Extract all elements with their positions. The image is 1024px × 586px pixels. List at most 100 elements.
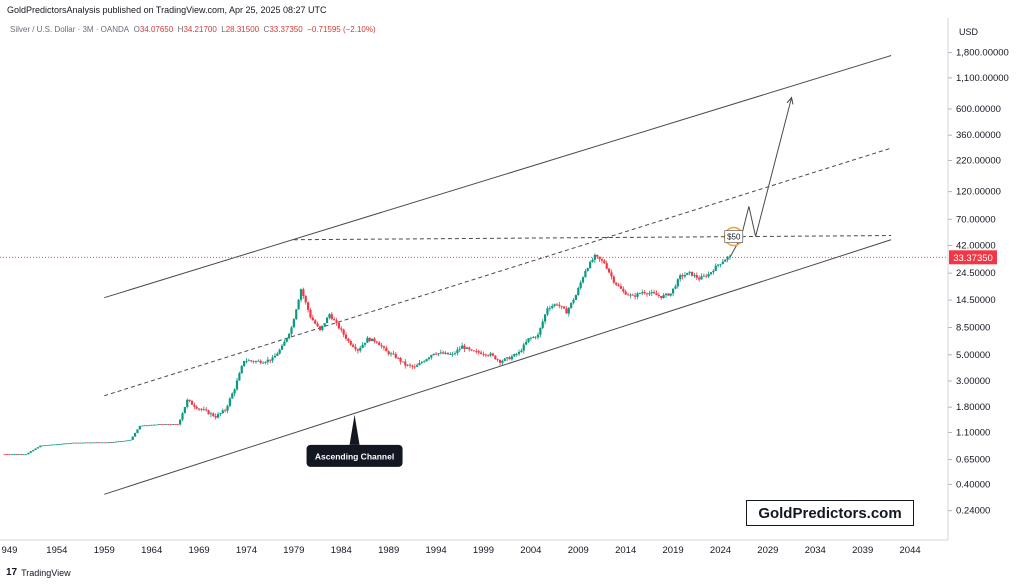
candle-body[interactable] (536, 334, 540, 338)
candle-body[interactable] (34, 448, 37, 450)
candle-body[interactable] (375, 341, 378, 343)
candle-body[interactable] (179, 419, 182, 425)
candle-body[interactable] (565, 308, 568, 314)
candle-body[interactable] (148, 425, 151, 426)
candle-body[interactable] (667, 293, 670, 296)
candle-body[interactable] (124, 440, 127, 442)
candle-body[interactable] (527, 338, 530, 342)
candle-body[interactable] (188, 399, 191, 401)
candle-body[interactable] (648, 293, 651, 295)
tradingview-footer[interactable]: 17 TradingView (6, 567, 71, 578)
channel-callout-box[interactable] (306, 444, 403, 467)
candle-body[interactable] (136, 429, 139, 433)
candle-body[interactable] (43, 445, 47, 447)
candle-body[interactable] (304, 296, 307, 303)
candle-body[interactable] (491, 353, 495, 356)
candle-body[interactable] (77, 442, 80, 444)
target-label-box[interactable] (724, 230, 744, 243)
candle-body[interactable] (394, 354, 397, 358)
candle-body[interactable] (662, 295, 665, 299)
candle-body[interactable] (641, 292, 644, 294)
candle-body[interactable] (404, 361, 407, 366)
candle-body[interactable] (273, 355, 277, 358)
candle-body[interactable] (318, 326, 322, 330)
candle-body[interactable] (36, 447, 40, 449)
candle-body[interactable] (323, 323, 326, 326)
candle-body[interactable] (297, 299, 300, 310)
candle-body[interactable] (266, 359, 269, 363)
candle-body[interactable] (707, 274, 710, 277)
candle-body[interactable] (330, 314, 333, 320)
candle-body[interactable] (112, 442, 115, 443)
candle-body[interactable] (195, 406, 198, 409)
candle-body[interactable] (517, 351, 521, 355)
candle-body[interactable] (186, 399, 189, 407)
candle-body[interactable] (276, 353, 279, 356)
candle-body[interactable] (167, 424, 170, 425)
candle-body[interactable] (480, 352, 483, 355)
currency-label[interactable]: USD (959, 27, 979, 37)
candle-body[interactable] (245, 360, 248, 362)
candle-body[interactable] (698, 277, 701, 280)
candle-body[interactable] (285, 338, 288, 342)
candle-body[interactable] (389, 353, 393, 355)
candle-body[interactable] (359, 347, 362, 351)
candle-body[interactable] (420, 362, 423, 363)
candle-body[interactable] (719, 263, 722, 265)
forecast-path[interactable] (729, 97, 793, 258)
symbol-name[interactable]: Silver / U.S. Dollar · 3M · OANDA (10, 25, 130, 34)
candle-body[interactable] (610, 272, 613, 277)
candle-body[interactable] (27, 452, 30, 455)
candle-body[interactable] (335, 320, 338, 323)
candle-body[interactable] (200, 408, 203, 410)
candle-body[interactable] (216, 414, 220, 418)
lower-channel-line[interactable] (104, 239, 892, 495)
candle-body[interactable] (6, 454, 9, 456)
candle-body[interactable] (337, 322, 341, 329)
candle-body[interactable] (342, 329, 345, 335)
candle-body[interactable] (48, 444, 51, 446)
candle-body[interactable] (214, 416, 217, 418)
candle-body[interactable] (169, 424, 172, 426)
candle-body[interactable] (299, 289, 303, 300)
candle-body[interactable] (622, 288, 625, 292)
candle-body[interactable] (10, 454, 13, 456)
candle-body[interactable] (235, 380, 239, 390)
candle-body[interactable] (252, 361, 255, 362)
candle-body[interactable] (645, 293, 649, 295)
candle-body[interactable] (373, 338, 376, 342)
candle-body[interactable] (22, 454, 25, 456)
candle-body[interactable] (60, 443, 63, 445)
candle-body[interactable] (378, 342, 381, 346)
candle-body[interactable] (387, 351, 390, 355)
candle-body[interactable] (498, 359, 502, 363)
candle-body[interactable] (261, 362, 265, 364)
candle-body[interactable] (88, 442, 92, 444)
candle-body[interactable] (110, 442, 113, 444)
candle-body[interactable] (596, 254, 599, 257)
candle-body[interactable] (41, 445, 44, 447)
candle-body[interactable] (548, 307, 551, 309)
candle-body[interactable] (581, 277, 585, 283)
candle-body[interactable] (340, 328, 343, 330)
candle-body[interactable] (207, 410, 210, 415)
candle-body[interactable] (607, 268, 611, 273)
candle-body[interactable] (126, 440, 130, 442)
candle-body[interactable] (413, 366, 416, 368)
candle-body[interactable] (15, 454, 18, 456)
candle-body[interactable] (598, 256, 601, 260)
candle-body[interactable] (366, 337, 369, 343)
candle-body[interactable] (508, 357, 511, 360)
candle-body[interactable] (141, 425, 144, 427)
mid-channel-dashed-line[interactable] (104, 147, 892, 397)
candle-body[interactable] (193, 404, 196, 407)
candle-body[interactable] (352, 344, 355, 347)
candle-body[interactable] (283, 341, 286, 346)
candle-body[interactable] (408, 364, 412, 366)
candle-body[interactable] (24, 454, 28, 456)
candle-body[interactable] (643, 292, 646, 294)
candle-body[interactable] (463, 345, 466, 349)
candle-body[interactable] (636, 293, 639, 297)
candle-body[interactable] (496, 359, 499, 361)
candle-body[interactable] (489, 353, 492, 356)
